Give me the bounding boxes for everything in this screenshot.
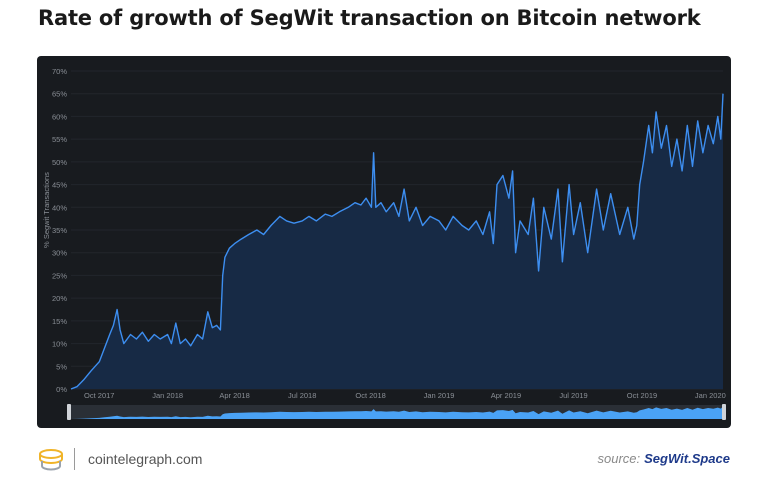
y-tick-label: 35% [52,226,67,235]
x-tick-label: Jul 2018 [288,391,316,400]
navigator-right-handle[interactable] [722,404,726,420]
y-tick-label: 65% [52,90,67,99]
series-line [70,93,724,390]
y-tick-label: 50% [52,158,67,167]
y-tick-label: 20% [52,294,67,303]
chart-panel: 0% 5% 10% 15% 20% 25% 30% 35% 40% 45% 50% 55% 60% 65%… [37,56,731,428]
y-tick-label: 45% [52,181,67,190]
chart-svg: 0% 5% 10% 15% 20% 25% 30% 35% 40% 45% 50% 55% 60% 65%… [42,67,726,420]
series-area [71,93,723,389]
y-tick-label: 5% [56,362,67,371]
x-tick-label: Oct 2018 [355,391,385,400]
x-tick-label: Jan 2020 [695,391,726,400]
y-tick-label: 30% [52,249,67,258]
footer-divider [74,448,75,470]
y-tick-label: 55% [52,135,67,144]
y-tick-label: 25% [52,271,67,280]
navigator-area [71,406,723,419]
x-tick-label: Jan 2018 [152,391,183,400]
x-tick-label: Jan 2019 [424,391,455,400]
cointelegraph-logo-icon [38,448,64,472]
y-tick-label: 70% [52,67,67,76]
x-tick-label: Oct 2019 [627,391,657,400]
y-tick-label: 0% [56,385,67,394]
y-tick-label: 60% [52,112,67,121]
x-tick-label: Jul 2019 [559,391,587,400]
y-tick-label: 40% [52,203,67,212]
y-tick-label: 15% [52,317,67,326]
x-tick-label: Apr 2018 [219,391,249,400]
chart-title: Rate of growth of SegWit transaction on … [38,6,701,30]
y-axis-label: % Segwit Transactions [42,172,51,248]
navigator-left-handle[interactable] [67,404,71,420]
footer-site[interactable]: cointelegraph.com [88,451,203,467]
footer-source: source: SegWit.Space [598,451,731,466]
range-navigator[interactable] [67,404,726,420]
source-name[interactable]: SegWit.Space [644,451,730,466]
y-tick-label: 10% [52,340,67,349]
source-label: source: [597,451,641,466]
x-tick-label: Oct 2017 [84,391,114,400]
x-tick-label: Apr 2019 [491,391,521,400]
